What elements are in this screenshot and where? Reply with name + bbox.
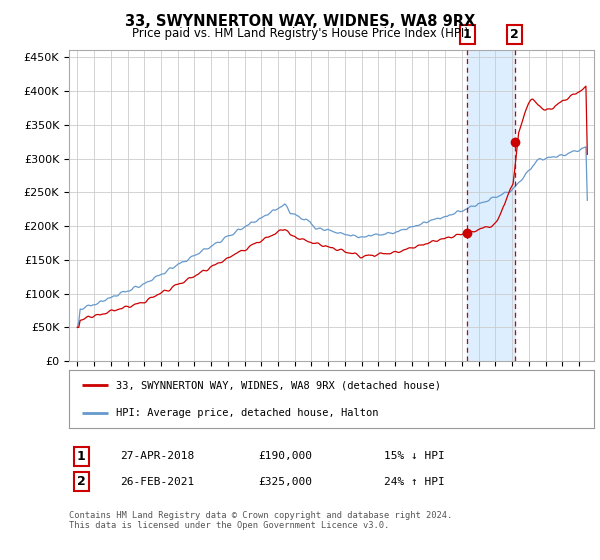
Text: 33, SWYNNERTON WAY, WIDNES, WA8 9RX (detached house): 33, SWYNNERTON WAY, WIDNES, WA8 9RX (det… (116, 380, 441, 390)
Text: HPI: Average price, detached house, Halton: HPI: Average price, detached house, Halt… (116, 408, 379, 418)
Text: Price paid vs. HM Land Registry's House Price Index (HPI): Price paid vs. HM Land Registry's House … (131, 27, 469, 40)
Text: 2: 2 (510, 28, 519, 41)
Text: 27-APR-2018: 27-APR-2018 (120, 451, 194, 461)
Text: 26-FEB-2021: 26-FEB-2021 (120, 477, 194, 487)
Text: 15% ↓ HPI: 15% ↓ HPI (384, 451, 445, 461)
Bar (467, 50, 515, 361)
Text: Contains HM Land Registry data © Crown copyright and database right 2024.
This d: Contains HM Land Registry data © Crown c… (69, 511, 452, 530)
Text: £190,000: £190,000 (258, 451, 312, 461)
Text: 2: 2 (77, 475, 85, 488)
Text: £325,000: £325,000 (258, 477, 312, 487)
Text: 33, SWYNNERTON WAY, WIDNES, WA8 9RX: 33, SWYNNERTON WAY, WIDNES, WA8 9RX (125, 14, 475, 29)
Text: 1: 1 (77, 450, 85, 463)
Text: 24% ↑ HPI: 24% ↑ HPI (384, 477, 445, 487)
Text: 1: 1 (463, 28, 472, 41)
